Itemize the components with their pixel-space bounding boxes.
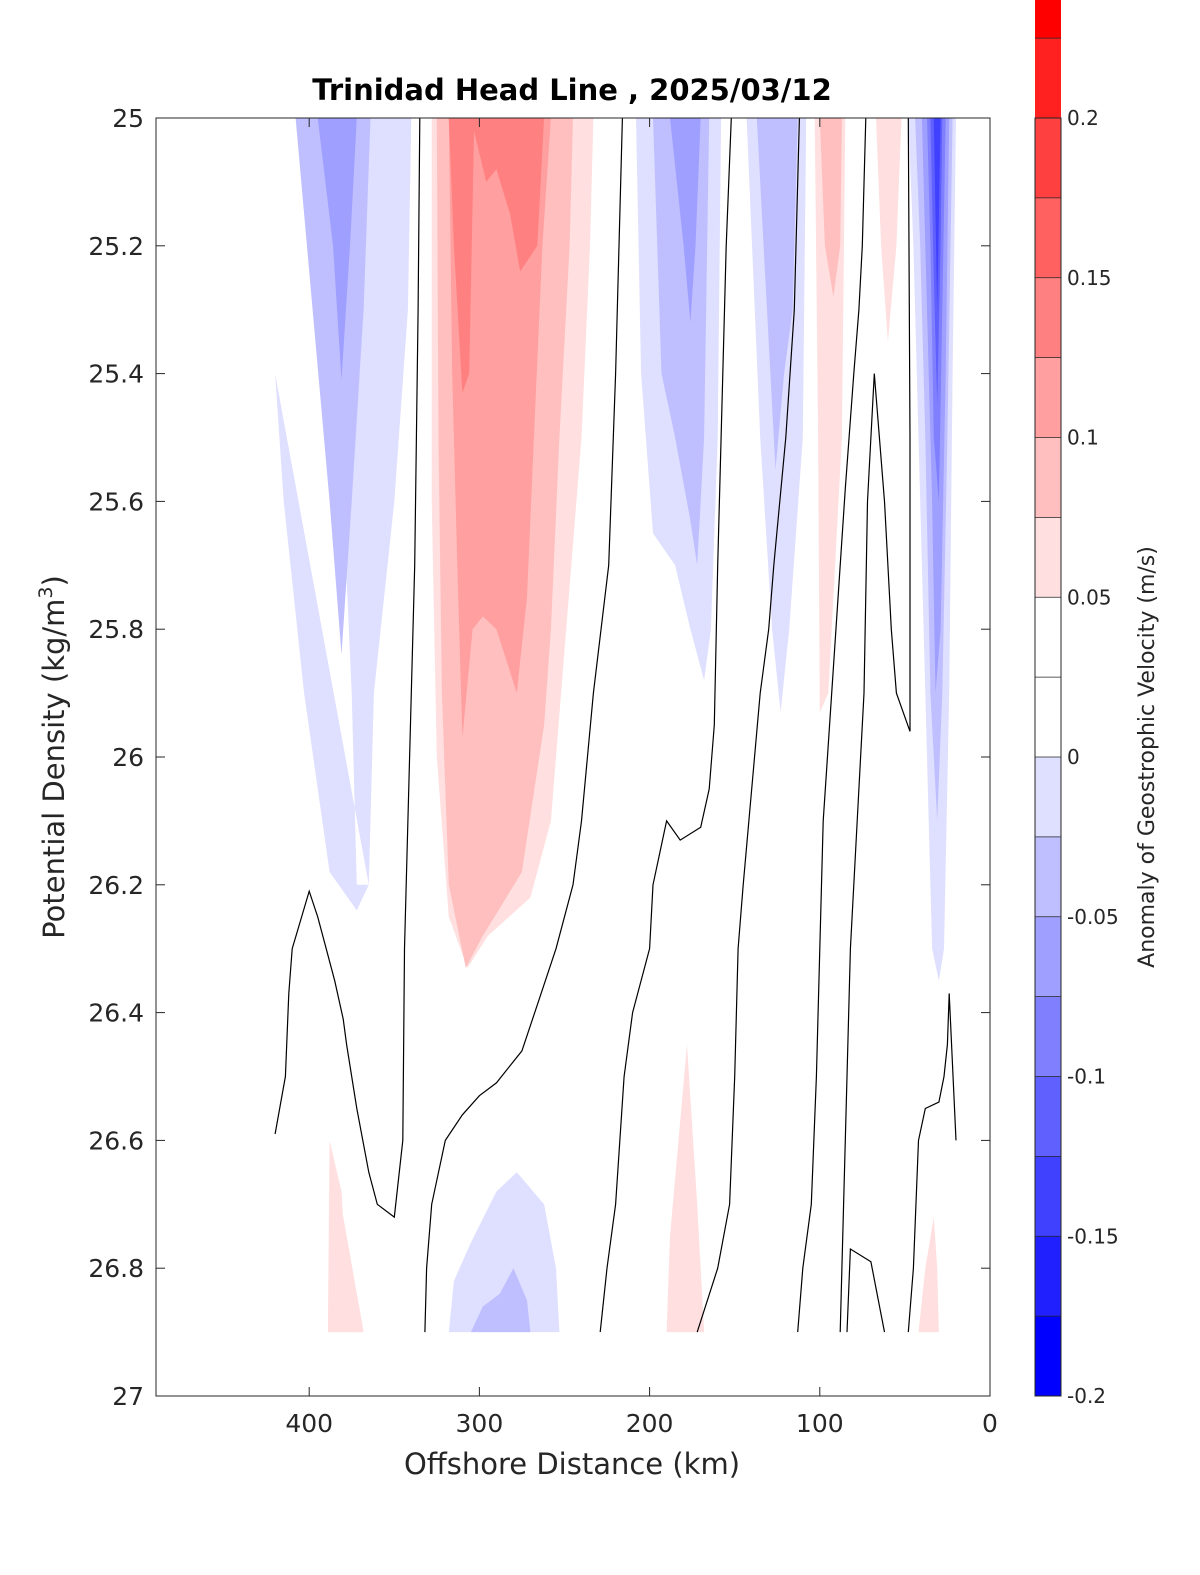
contour-fill-28 [918, 1217, 939, 1333]
y-axis-label-sup: 3 [35, 586, 57, 598]
colorbar: -0.2 -0.15 -0.1 -0.05 0 0.05 0.1 0.15 0.2 [1034, 0, 1119, 1408]
colorbar-swatch [1035, 437, 1061, 518]
y-tick-label: 26.8 [88, 1254, 144, 1283]
zero-contour-1 [424, 118, 623, 1333]
contour-fill-7 [470, 118, 545, 272]
colorbar-tick-label: -0.05 [1067, 905, 1119, 929]
y-tick-label: 25.6 [88, 487, 144, 516]
x-axis-label: Offshore Distance (km) [404, 1447, 740, 1481]
colorbar-tick-label: 0.05 [1067, 585, 1112, 609]
colorbar-swatch [1035, 1236, 1061, 1317]
colorbar-tick-label: -0.15 [1067, 1224, 1119, 1248]
colorbar-swatch [1035, 0, 1061, 39]
y-axis-label: Potential Density (kg/m3) [35, 575, 71, 939]
colorbar-swatch [1035, 1156, 1061, 1237]
colorbar-swatch [1035, 517, 1061, 598]
colorbar-swatch [1035, 197, 1061, 278]
zero-contour-3 [696, 118, 800, 1333]
colorbar-swatch [1035, 357, 1061, 438]
colorbar-swatch [1035, 118, 1061, 198]
contour-fill-24 [329, 1140, 364, 1333]
colorbar-swatch [1035, 1316, 1061, 1396]
contour-fill-16 [876, 118, 902, 342]
colorbar-swatch [1035, 677, 1061, 757]
zero-contour-5 [846, 1247, 886, 1333]
contour-fill-25 [666, 1044, 705, 1333]
colorbar-swatch [1035, 757, 1061, 837]
colorbar-tick-label: 0.15 [1067, 266, 1112, 290]
colorbar-swatch [1035, 996, 1061, 1077]
colorbar-tick-label: -0.1 [1067, 1065, 1106, 1089]
colorbar-swatch [1035, 277, 1061, 358]
x-axis: 400 300 200 100 0 [285, 118, 998, 1438]
y-tick-label: 25.2 [88, 232, 144, 261]
filled-contours [275, 118, 956, 1333]
y-tick-label: 25.4 [88, 360, 144, 389]
contour-fill-14 [814, 118, 846, 713]
y-tick-label: 27 [112, 1382, 144, 1411]
contour-fill-15 [819, 118, 842, 297]
contour-fill-21 [930, 118, 943, 406]
contour-fill-22 [933, 118, 941, 310]
zero-contour-2 [599, 118, 732, 1333]
contour-fill-0 [275, 118, 412, 911]
colorbar-swatch [1035, 836, 1061, 917]
zero-contour-7 [907, 993, 957, 1333]
x-tick-label: 300 [456, 1409, 504, 1438]
chart-title: Trinidad Head Line , 2025/03/12 [312, 73, 832, 107]
zero-contour-0 [274, 118, 421, 1219]
contour-fill-2 [295, 118, 371, 655]
y-tick-label: 26.4 [88, 999, 144, 1028]
x-tick-label: 0 [982, 1409, 998, 1438]
zero-contour-6 [839, 118, 911, 1333]
colorbar-tick-label: 0.2 [1067, 106, 1099, 130]
colorbar-swatch [1035, 1076, 1061, 1157]
y-tick-label: 26.6 [88, 1126, 144, 1155]
x-tick-label: 200 [626, 1409, 674, 1438]
y-tick-label: 26 [112, 743, 144, 772]
y-axis-label-close: ) [37, 575, 71, 586]
zero-contour-4 [797, 118, 867, 1333]
contour-fill-3 [317, 118, 357, 380]
contour-fill-26 [448, 1172, 560, 1333]
y-tick-label: 25 [112, 104, 144, 133]
contour-fill-11 [670, 118, 701, 323]
colorbar-tick-label: -0.2 [1067, 1384, 1106, 1408]
contour-fill-27 [470, 1268, 531, 1333]
y-tick-label: 26.2 [88, 871, 144, 900]
contour-fill-6 [448, 118, 551, 738]
contour-fill-13 [756, 118, 798, 470]
x-tick-label: 100 [796, 1409, 844, 1438]
colorbar-swatch [1035, 916, 1061, 997]
contour-fill-8 [448, 118, 475, 393]
colorbar-swatch [1035, 597, 1061, 678]
y-tick-label: 25.8 [88, 615, 144, 644]
colorbar-label: Anomaly of Geostrophic Velocity (m/s) [1135, 546, 1160, 968]
colorbar-swatch [1035, 38, 1061, 118]
zero-contour-lines [274, 118, 957, 1333]
colorbar-tick-label: 0 [1067, 745, 1080, 769]
colorbar-frame [1034, 117, 1062, 1397]
colorbar-tick-label: 0.1 [1067, 426, 1099, 450]
y-axis-label-main: Potential Density (kg/m [37, 599, 71, 939]
y-axis: 25 25.2 25.4 25.6 25.8 26 26.2 26.4 26.6 26.8 27 [88, 104, 990, 1411]
x-tick-label: 400 [285, 1409, 333, 1438]
